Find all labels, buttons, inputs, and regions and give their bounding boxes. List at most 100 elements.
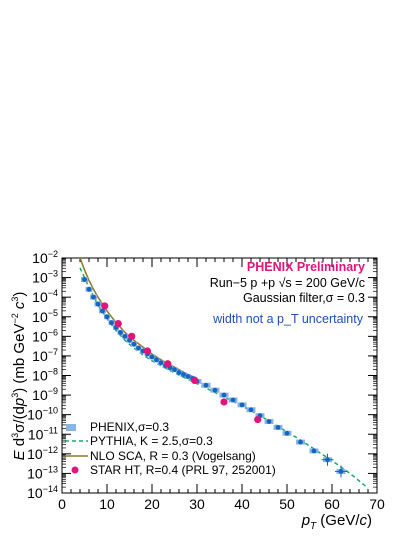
x-tick-label: 0: [58, 496, 66, 512]
y-tick-base: 10: [32, 270, 48, 286]
phenix-point: [185, 374, 191, 379]
note-label: width not a p_T uncertainty: [212, 312, 364, 326]
star-point: [254, 415, 262, 424]
star-point: [128, 332, 136, 340]
phenix-point: [149, 354, 155, 360]
y-tick-label: 10−6: [32, 327, 58, 344]
legend-box-phenix: [66, 424, 76, 431]
phenix-point: [154, 357, 159, 363]
y-tick-exponent: −10: [43, 406, 58, 416]
nlo-curve: [79, 257, 198, 380]
y-tick-base: 10: [32, 348, 48, 364]
phenix-point: [82, 277, 87, 282]
phenix-point: [172, 367, 177, 373]
y-tick-base: 10: [32, 368, 48, 384]
legend-label-phenix: PHENIX,σ=0.3: [90, 420, 169, 434]
y-tick-exponent: −12: [43, 445, 58, 455]
y-tick-label: 10−13: [27, 464, 58, 481]
phenix-point: [131, 341, 137, 347]
star-point: [164, 360, 172, 368]
phenix-point: [122, 333, 128, 339]
phenix-point: [266, 419, 272, 424]
y-tick-exponent: −13: [43, 464, 58, 474]
x-tick-label: 20: [144, 496, 160, 512]
y-tick-exponent: −3: [48, 269, 58, 279]
x-tick-label: 10: [99, 496, 115, 512]
phenix-point: [91, 294, 96, 300]
y-tick-label: 10−3: [32, 269, 58, 286]
y-tick-label: 10−4: [32, 288, 58, 305]
phenix-point: [176, 370, 182, 375]
y-tick-label: 10−10: [27, 406, 58, 423]
phenix-point: [221, 392, 227, 398]
y-tick-base: 10: [32, 387, 48, 403]
phenix-point: [212, 387, 218, 393]
legend-label-star: STAR HT, R=0.4 (PRL 97, 252001): [90, 463, 276, 477]
phenix-point: [100, 308, 105, 314]
phenix-point: [104, 314, 110, 320]
x-tick-label: 60: [324, 496, 340, 512]
phenix-point: [298, 439, 303, 445]
star-point: [101, 302, 109, 310]
y-tick-base: 10: [27, 485, 43, 501]
phenix-point: [248, 407, 254, 413]
y-tick-exponent: −6: [48, 327, 58, 337]
y-tick-label: 10−8: [32, 367, 58, 384]
y-axis-title: E d3σ/(dp3) (mb GeV−2 c3): [10, 292, 28, 461]
phenix-point: [230, 397, 236, 403]
phenix-point: [239, 402, 245, 408]
y-tick-exponent: −4: [48, 288, 58, 298]
phenix-point: [158, 360, 164, 366]
phenix-point: [311, 448, 317, 454]
phenix-point: [275, 424, 281, 430]
x-axis-title: pT (GeV/c): [301, 512, 372, 532]
legend-label-pythia: PYTHIA, K = 2.5,σ=0.3: [90, 434, 213, 448]
y-tick-label: 10−11: [28, 425, 58, 442]
y-tick-exponent: −7: [48, 347, 58, 357]
phenix-point: [284, 430, 290, 436]
legend-marker-star: [71, 466, 79, 474]
star-point: [191, 376, 199, 384]
y-tick-base: 10: [32, 309, 48, 325]
y-tick-base: 10: [27, 465, 43, 481]
legend: PHENIX,σ=0.3 PYTHIA, K = 2.5,σ=0.3 NLO S…: [65, 420, 276, 477]
x-tick-label: 50: [279, 496, 295, 512]
filter-label: Gaussian filter,σ = 0.3: [243, 291, 365, 305]
star-point: [220, 398, 228, 406]
x-tick-label: 40: [234, 496, 250, 512]
y-tick-label: 10−12: [27, 445, 58, 462]
legend-label-nlo: NLO SCA, R = 0.3 (Vogelsang): [90, 449, 256, 463]
x-tick-label: 30: [189, 496, 205, 512]
y-tick-exponent: −5: [48, 308, 58, 318]
y-tick-base: 10: [27, 446, 43, 462]
star-point: [114, 320, 122, 328]
run-label: Run−5 p +p √s = 200 GeV/c: [210, 276, 365, 290]
y-tick-exponent: −14: [43, 484, 58, 494]
y-tick-label: 10−7: [32, 347, 58, 364]
x-tick-labels: 0 10 20 30 40 50 60 70: [58, 496, 385, 512]
phenix-point: [203, 382, 209, 388]
y-tick-label: 10−2: [32, 249, 58, 266]
y-tick-exponent: −9: [48, 386, 58, 396]
y-tick-base: 10: [28, 426, 44, 442]
phenix-point: [109, 320, 114, 326]
y-tick-exponent: −11: [43, 425, 58, 435]
phenix-point: [95, 301, 101, 307]
preliminary-label: PHENIX Preliminary: [247, 260, 365, 274]
y-tick-base: 10: [32, 250, 48, 266]
x-tick-label: 70: [369, 496, 385, 512]
y-tick-label: 10−9: [32, 386, 58, 403]
y-tick-exponent: −2: [48, 249, 58, 259]
star-series: [101, 302, 262, 424]
y-tick-label: 10−5: [32, 308, 58, 325]
y-tick-exponent: −8: [48, 367, 58, 377]
y-tick-label: 10−14: [27, 484, 58, 501]
y-tick-base: 10: [32, 289, 48, 305]
y-tick-labels: 10−210−310−410−510−610−710−810−910−1010−…: [27, 249, 58, 501]
axis-ticks: [61, 257, 378, 494]
phenix-point: [86, 286, 92, 292]
phenix-point: [181, 372, 186, 377]
y-tick-base: 10: [32, 328, 48, 344]
phenix-point: [136, 345, 141, 351]
